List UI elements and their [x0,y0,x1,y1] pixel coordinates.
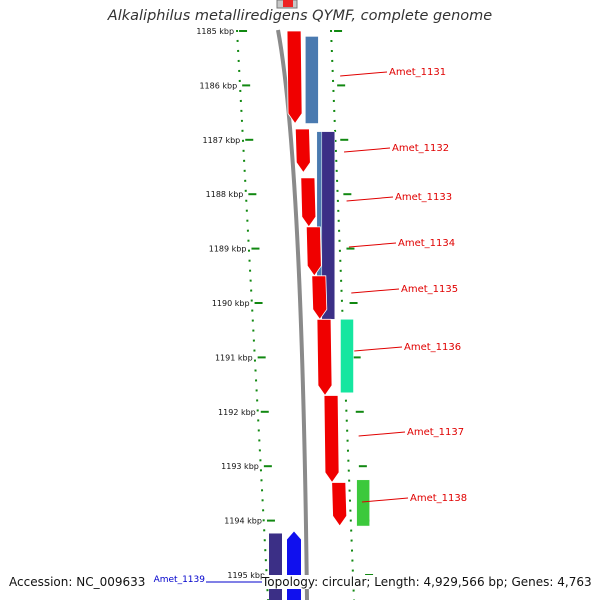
gene-label-leader [340,71,388,77]
teal-bar [340,319,354,394]
gene-label[interactable]: Amet_1137 [407,427,464,438]
tick-label: 1185 kbp [196,27,234,36]
gene-arrow[interactable] [316,318,333,397]
gene-arrow[interactable] [300,177,317,228]
gene-label-leader [346,196,394,202]
gene-label-leader [361,497,409,503]
gene-label-leader [358,431,406,437]
gene-label-leader [354,346,403,352]
genome-backbone [276,0,309,600]
gene-label[interactable]: Amet_1135 [401,284,458,295]
accession-text: Accession: NC_009633 [9,575,146,589]
backbone-cap-fill [283,0,293,7]
topology-text: Topology: circular; Length: 4,929,566 bp… [262,575,592,589]
gene-label[interactable]: Amet_1132 [392,143,449,154]
gene-label[interactable]: Amet_1134 [398,238,455,249]
gene-arrow[interactable] [323,395,340,484]
gene-label-leader [351,288,400,294]
gene-label[interactable]: Amet_1138 [410,493,467,504]
gene-arrow[interactable] [286,30,303,125]
gene-label[interactable]: Amet_1136 [404,342,461,353]
blue-gene-arrow[interactable] [287,531,301,600]
backbone-line [276,29,309,600]
gene-arrow[interactable] [294,128,311,174]
tick-label: 1193 kbp [221,462,259,471]
gene-arrow[interactable] [331,482,348,527]
gene-labels: Amet_1131 Amet_1132 Amet_1133 Amet_1134 Amet… [154,67,468,585]
gene-arrow[interactable] [305,226,322,277]
tick-label: 1189 kbp [209,245,247,254]
gene-label[interactable]: Amet_1131 [389,67,446,78]
gene-label-leader [348,242,397,248]
tick-label: 1192 kbp [218,408,256,417]
tick-label: 1186 kbp [199,81,237,90]
steel-bar [305,36,319,124]
gene-arrow[interactable] [311,275,328,321]
left-dot-guide [236,29,269,600]
green-bar [356,479,370,527]
page-title: Alkaliphilus metalliredigens QYMF, compl… [107,8,493,24]
tick-label: 1190 kbp [212,299,250,308]
tick-label: 1195 kbp [227,571,265,580]
tick-label: 1188 kbp [206,190,244,199]
purple-gene-bar [269,533,282,600]
tick-label: 1187 kbp [203,136,241,145]
gene-label-blue[interactable]: Amet_1139 [154,575,206,585]
kbp-ticks: 1185 kbp 1186 kbp 1187 kbp 1188 kbp 1189 kbp… [196,27,374,580]
tick-label: 1191 kbp [215,353,253,362]
gene-label-leader [344,147,391,153]
gene-label[interactable]: Amet_1133 [395,192,452,203]
tick-label: 1194 kbp [224,517,262,526]
